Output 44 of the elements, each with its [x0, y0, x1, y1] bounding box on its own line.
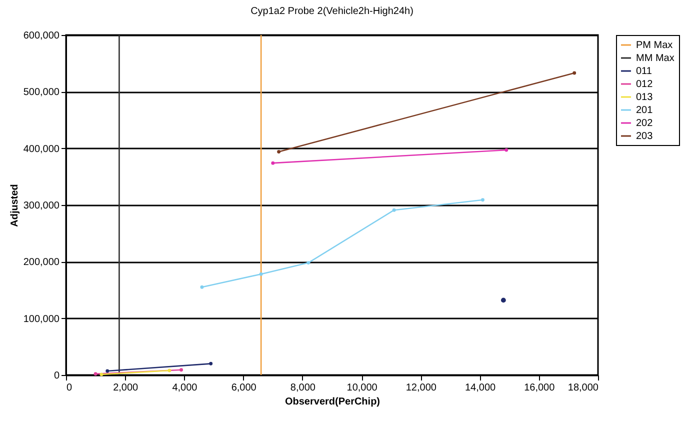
x-tick-label: 6,000: [231, 382, 257, 394]
y-tick-label: 200,000: [23, 257, 60, 268]
x-tick-label: 18,000: [568, 382, 599, 394]
x-tick-label: 2,000: [113, 382, 139, 394]
legend-label: 012: [636, 79, 654, 90]
point: [277, 150, 281, 154]
y-axis-title: Adjusted: [9, 184, 20, 227]
legend-label: 203: [636, 131, 654, 142]
point: [504, 148, 508, 152]
x-tick-label: 8,000: [290, 382, 316, 394]
point: [168, 368, 172, 372]
y-tick-label: 500,000: [23, 87, 60, 98]
legend-label: PM Max: [636, 40, 673, 51]
point: [200, 285, 204, 289]
legend-label: 011: [636, 66, 652, 77]
y-tick-label: 600,000: [23, 30, 60, 42]
legend-label: 201: [636, 105, 654, 116]
legend-label: 013: [636, 92, 654, 103]
point: [259, 272, 263, 276]
point: [481, 198, 484, 202]
x-tick-label: 10,000: [346, 382, 378, 394]
legend-label: MM Max: [636, 53, 674, 64]
y-tick-label: 0: [54, 370, 60, 382]
point: [180, 368, 183, 372]
point: [392, 208, 396, 212]
point: [106, 369, 110, 373]
x-tick-label: 0: [66, 382, 72, 394]
y-tick-label: 100,000: [23, 314, 60, 325]
x-tick-label: 4,000: [172, 382, 198, 394]
point: [306, 261, 310, 265]
point: [94, 372, 98, 376]
point: [209, 362, 213, 366]
x-tick-label: 16,000: [524, 382, 556, 394]
y-tick-label: 300,000: [23, 200, 60, 212]
y-tick-label: 400,000: [23, 144, 60, 155]
point: [572, 71, 576, 75]
x-axis-title: Observerd(PerChip): [284, 396, 380, 408]
chart-title: Cyp1a2 Probe 2(Vehicle2h-High24h): [250, 6, 414, 17]
x-tick-label: 12,000: [406, 382, 437, 394]
legend-label: 202: [636, 118, 654, 129]
x-tick-label: 14,000: [464, 382, 496, 394]
point: [100, 372, 104, 376]
point: [500, 298, 506, 303]
point: [271, 161, 275, 165]
